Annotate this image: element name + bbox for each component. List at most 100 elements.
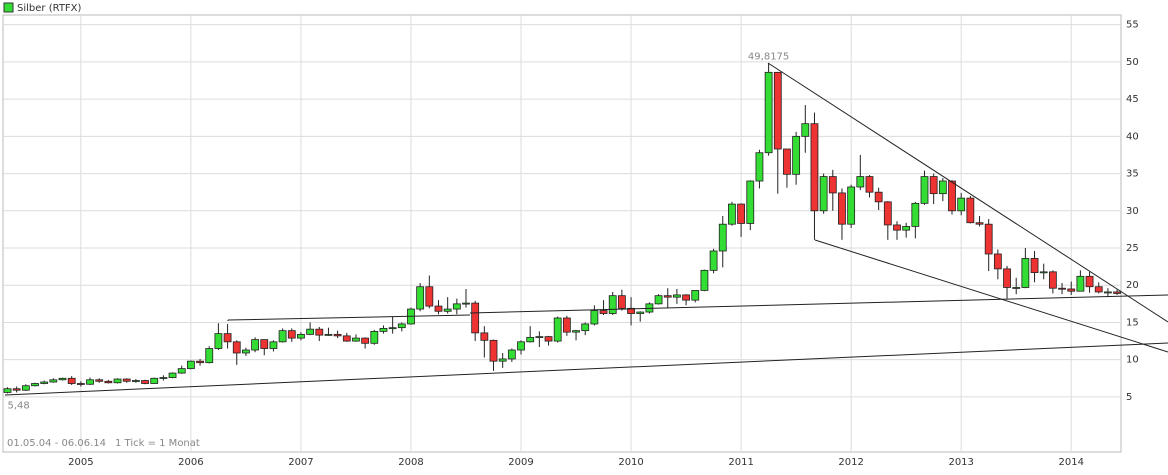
candle-body — [920, 176, 929, 204]
trend-line — [4, 342, 1168, 396]
candle-body — [498, 358, 507, 362]
candle-body — [847, 186, 856, 225]
candle-body — [397, 323, 406, 329]
x-tick-label: 2013 — [948, 457, 973, 468]
candle-body — [874, 191, 883, 203]
y-tick-label: 25 — [1126, 243, 1139, 254]
candle-body — [104, 380, 113, 384]
candle-body — [535, 336, 544, 339]
candle-body — [764, 71, 773, 154]
candles — [3, 63, 1121, 394]
candle-body — [737, 203, 745, 224]
candle-body — [617, 295, 626, 309]
x-tick-label: 2009 — [508, 457, 533, 468]
candle-body — [562, 317, 571, 333]
x-tick-label: 2006 — [178, 457, 203, 468]
candle-body — [590, 310, 599, 325]
candle-body — [938, 180, 947, 195]
candle-body — [342, 335, 351, 342]
candle-body — [654, 295, 663, 305]
trend-line — [227, 314, 471, 321]
y-tick-label: 55 — [1126, 20, 1139, 31]
candle-body — [1021, 258, 1030, 288]
candle-body — [141, 380, 149, 384]
candle-body — [12, 388, 21, 391]
candle-body — [462, 302, 470, 305]
candle-body — [893, 224, 901, 231]
candle-body — [1058, 287, 1066, 290]
x-tick-label: 2012 — [838, 457, 863, 468]
y-tick-label: 5 — [1126, 392, 1132, 403]
candle-body — [31, 383, 39, 387]
candle-body — [636, 311, 645, 314]
candle-body — [1085, 275, 1094, 288]
candle-body — [663, 295, 672, 298]
candle-body — [838, 192, 846, 225]
candle-body — [95, 379, 104, 382]
candle-body — [388, 327, 397, 330]
candle-body — [278, 330, 287, 343]
candle-body — [911, 202, 920, 227]
y-tick-label: 35 — [1126, 169, 1139, 180]
candle-body — [196, 360, 204, 364]
candle-body — [773, 71, 782, 150]
candle-body — [865, 176, 874, 193]
candle-body — [361, 337, 370, 344]
candle-body — [673, 294, 681, 298]
y-tick-label: 30 — [1126, 206, 1139, 217]
candle-body — [333, 333, 342, 337]
x-tick-label: 2010 — [618, 457, 643, 468]
candle-body — [902, 226, 911, 231]
candle-body — [306, 328, 315, 335]
x-tick-label: 2008 — [398, 457, 423, 468]
candle-body — [553, 317, 562, 342]
candle-body — [948, 180, 956, 212]
candle-body — [434, 305, 443, 312]
candle-body — [709, 250, 718, 271]
candle-body — [682, 294, 690, 301]
candle-body — [242, 349, 250, 354]
candle-body — [1067, 288, 1076, 292]
candle-body — [40, 381, 49, 384]
legend-swatch — [3, 2, 14, 13]
candle-body — [1003, 268, 1011, 288]
candle-body — [691, 290, 700, 301]
candle-body — [113, 378, 122, 384]
candle-body — [425, 286, 434, 307]
trend-line — [767, 62, 1168, 323]
candle-body — [480, 332, 489, 341]
candle-body — [416, 286, 425, 310]
candle-body — [3, 388, 12, 393]
candle-body — [517, 341, 525, 351]
candle-body — [728, 203, 736, 225]
candle-body — [177, 368, 186, 374]
candle-body — [746, 180, 755, 224]
candle-body — [49, 379, 58, 383]
candle-body — [205, 348, 214, 364]
candle-body — [572, 330, 580, 333]
legend-label: Silber (RTFX) — [17, 3, 82, 14]
candle-body — [452, 303, 461, 310]
x-tick-label: 2005 — [68, 457, 93, 468]
candle-body — [801, 123, 810, 137]
candle-body — [21, 385, 30, 391]
candle-body — [975, 222, 984, 225]
x-tick-label: 2007 — [288, 457, 313, 468]
candle-body — [1104, 291, 1112, 294]
candle-body — [718, 223, 727, 252]
candle-body — [1039, 271, 1048, 274]
candle-body — [370, 330, 379, 344]
candle-body — [856, 176, 865, 188]
candle-body — [792, 135, 801, 175]
footnote: 01.05.04 - 06.06.14 — [7, 438, 106, 449]
candle-body — [957, 197, 966, 212]
candle-body — [287, 330, 296, 339]
trend-line — [814, 239, 1168, 353]
candle-body — [122, 378, 131, 382]
candle-body — [67, 377, 76, 384]
y-tick-label: 15 — [1126, 317, 1139, 328]
candle-body — [828, 176, 837, 194]
candle-body — [150, 377, 159, 384]
candle-body — [489, 339, 498, 362]
candle-body — [58, 377, 67, 381]
